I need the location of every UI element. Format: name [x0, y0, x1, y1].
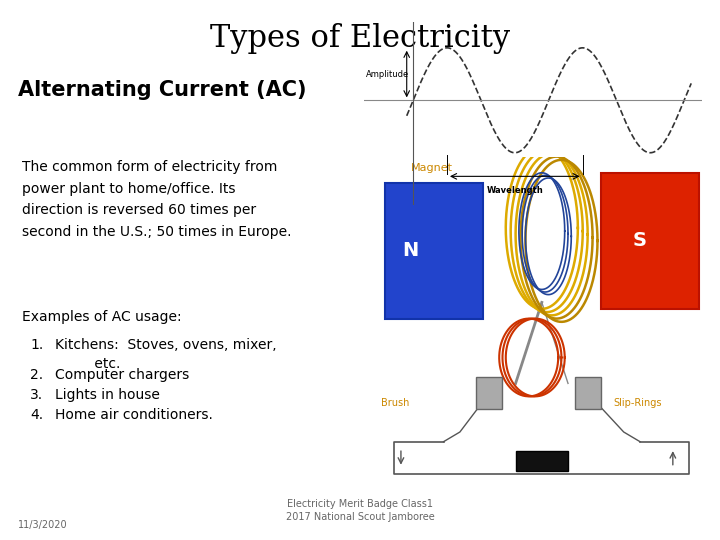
Text: Slip-Rings: Slip-Rings — [614, 398, 662, 408]
Text: Home air conditioners.: Home air conditioners. — [55, 408, 213, 422]
Text: Computer chargers: Computer chargers — [55, 368, 189, 382]
FancyBboxPatch shape — [384, 183, 483, 319]
Text: Wavelength: Wavelength — [487, 186, 543, 195]
Text: Brush: Brush — [382, 398, 410, 408]
Text: 1.: 1. — [30, 338, 43, 352]
Text: 2.: 2. — [30, 368, 43, 382]
Text: 3.: 3. — [30, 388, 43, 402]
FancyBboxPatch shape — [516, 451, 568, 471]
Text: Lights in house: Lights in house — [55, 388, 160, 402]
Text: 4.: 4. — [30, 408, 43, 422]
Text: Examples of AC usage:: Examples of AC usage: — [22, 310, 181, 324]
Text: Magnet: Magnet — [410, 163, 453, 173]
Text: N: N — [402, 241, 419, 260]
Text: 11/3/2020: 11/3/2020 — [18, 520, 68, 530]
Text: Alternating Current (AC): Alternating Current (AC) — [18, 80, 307, 100]
Text: S: S — [633, 231, 647, 251]
Text: The common form of electricity from
power plant to home/office. Its
direction is: The common form of electricity from powe… — [22, 160, 292, 239]
FancyBboxPatch shape — [575, 377, 600, 409]
FancyBboxPatch shape — [477, 377, 503, 409]
Text: Amplitude: Amplitude — [366, 70, 409, 78]
FancyBboxPatch shape — [600, 173, 699, 309]
Text: Kitchens:  Stoves, ovens, mixer,
         etc.: Kitchens: Stoves, ovens, mixer, etc. — [55, 338, 276, 372]
Text: Electricity Merit Badge Class1
2017 National Scout Jamboree: Electricity Merit Badge Class1 2017 Nati… — [286, 499, 434, 522]
Text: Types of Electricity: Types of Electricity — [210, 23, 510, 53]
